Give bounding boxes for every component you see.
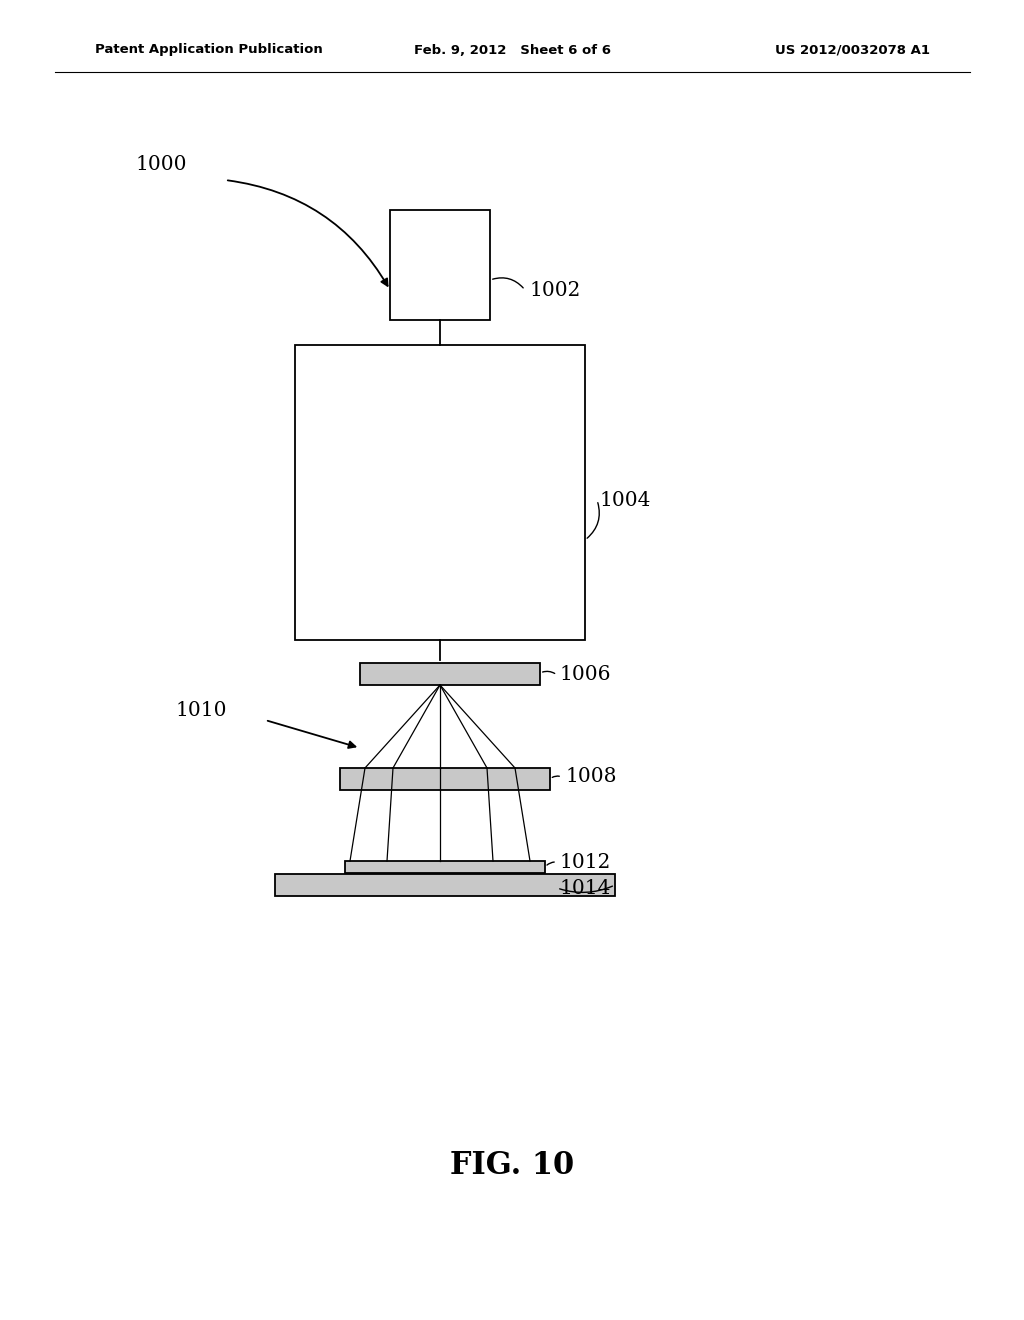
Bar <box>340 768 550 789</box>
Text: US 2012/0032078 A1: US 2012/0032078 A1 <box>775 44 930 57</box>
Bar <box>275 874 615 896</box>
Text: 1004: 1004 <box>600 491 651 510</box>
Text: Feb. 9, 2012   Sheet 6 of 6: Feb. 9, 2012 Sheet 6 of 6 <box>414 44 610 57</box>
Bar <box>295 345 585 640</box>
Bar <box>345 861 545 873</box>
Text: 1002: 1002 <box>530 281 582 300</box>
Text: 1008: 1008 <box>565 767 616 787</box>
Text: 1000: 1000 <box>135 156 186 174</box>
Bar <box>390 210 490 319</box>
Text: 1010: 1010 <box>175 701 226 719</box>
Text: 1006: 1006 <box>560 665 611 685</box>
Bar <box>360 663 540 685</box>
Text: 1014: 1014 <box>560 879 611 898</box>
Text: 1012: 1012 <box>560 853 611 871</box>
Text: FIG. 10: FIG. 10 <box>450 1150 574 1180</box>
Text: Patent Application Publication: Patent Application Publication <box>95 44 323 57</box>
